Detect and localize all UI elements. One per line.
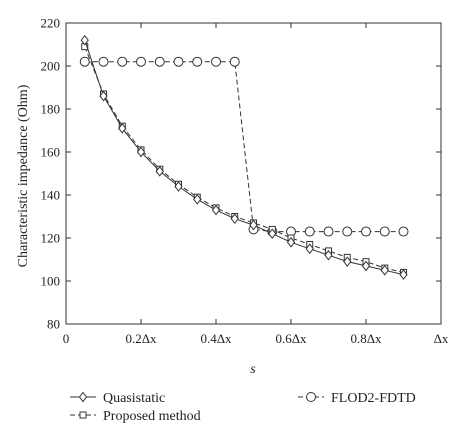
data-point <box>380 264 389 276</box>
legend-entry: FLOD2-FDTD <box>298 391 416 406</box>
legend-entry: Proposed method <box>70 409 201 424</box>
series-line <box>84 61 404 233</box>
series-proposed-method <box>81 43 407 276</box>
series-line <box>84 40 404 276</box>
x-tick-label: 0.2Δx <box>125 331 157 346</box>
data-point <box>342 226 353 237</box>
data-point <box>323 226 334 237</box>
y-tick-label: 100 <box>41 274 61 289</box>
legend-label: FLOD2-FDTD <box>331 391 416 406</box>
data-point <box>398 226 409 237</box>
data-point <box>324 249 333 261</box>
legend-label: Quasistatic <box>103 391 165 406</box>
data-point <box>136 56 146 67</box>
data-point <box>80 34 89 46</box>
y-tick-label: 220 <box>41 16 61 31</box>
legend-entry: Quasistatic <box>70 391 165 406</box>
y-tick-label: 160 <box>41 145 61 160</box>
y-tick-label: 120 <box>41 231 61 246</box>
data-point <box>343 256 352 267</box>
series-flod2-fdtd <box>79 56 409 237</box>
data-point <box>154 56 165 67</box>
data-point <box>268 228 277 240</box>
y-axis-label: Characteristic impedance (Ohm) <box>16 84 31 267</box>
x-tick-label: 0.4Δx <box>200 331 232 346</box>
series-quasistatic <box>80 34 408 280</box>
data-point <box>211 56 221 67</box>
data-point <box>79 56 90 67</box>
y-tick-label: 80 <box>47 317 60 332</box>
legend-marker <box>79 411 87 419</box>
y-tick-label: 140 <box>41 188 61 203</box>
data-point <box>361 260 371 272</box>
legend-marker <box>78 391 88 403</box>
x-tick-label: 0.8Δx <box>350 331 382 346</box>
legend-marker <box>306 392 316 402</box>
data-point <box>304 226 315 237</box>
data-point <box>173 56 184 67</box>
data-point <box>155 166 164 177</box>
data-point <box>211 204 221 216</box>
legend: Quasistatic Proposed method FLOD2-FDTD <box>70 391 416 424</box>
data-point <box>136 146 146 158</box>
data-point <box>249 219 258 231</box>
data-point <box>305 243 314 255</box>
data-point <box>193 193 202 205</box>
y-tick-label: 180 <box>41 102 61 117</box>
x-axis-label: s <box>250 362 256 377</box>
y-tick-label: 200 <box>41 59 61 74</box>
data-point <box>361 226 371 237</box>
data-point <box>379 226 390 237</box>
data-point <box>174 181 183 192</box>
data-point <box>99 90 108 102</box>
data-point <box>230 213 239 224</box>
x-tick-label: 0.6Δx <box>275 331 307 346</box>
x-tick-label: 0 <box>63 331 70 346</box>
data-point <box>286 236 296 248</box>
data-point <box>229 56 240 67</box>
data-point <box>192 56 203 67</box>
plot-area-frame <box>65 22 442 325</box>
data-point <box>98 56 109 67</box>
data-point <box>399 269 408 280</box>
series-line <box>84 46 404 273</box>
data-point <box>117 56 128 67</box>
data-point <box>118 123 127 134</box>
legend-label: Proposed method <box>103 409 201 424</box>
x-tick-label: Δx <box>434 331 449 346</box>
